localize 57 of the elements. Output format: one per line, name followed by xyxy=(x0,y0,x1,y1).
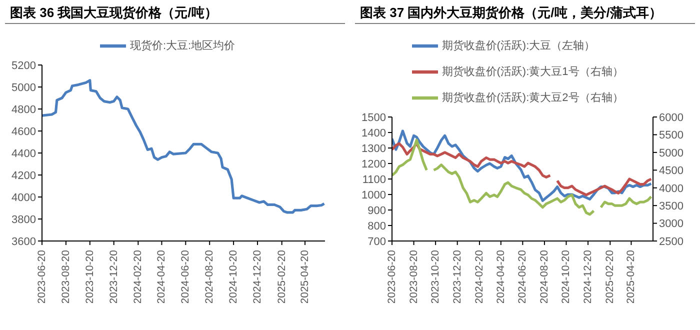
x-tick-label: 2023-10-20 xyxy=(84,250,96,304)
x-tick-label: 2023-08-20 xyxy=(60,250,72,304)
y2-tick-label: 5500 xyxy=(659,130,684,142)
x-tick-label: 2025-02-20 xyxy=(604,250,616,304)
x-tick-label: 2024-04-20 xyxy=(494,250,507,304)
y-tick-label: 1300 xyxy=(362,142,386,155)
y2-tick-label: 5000 xyxy=(659,147,684,160)
y-tick-label: 1400 xyxy=(362,127,386,140)
x-tick-label: 2024-08-20 xyxy=(204,250,216,304)
x-tick-label: 2024-02-20 xyxy=(132,250,144,304)
x-tick-label: 2023-06-20 xyxy=(36,250,48,304)
x-tick-label: 2024-08-20 xyxy=(538,250,550,304)
y-tick-label: 1200 xyxy=(362,158,386,170)
y-tick-label: 4000 xyxy=(12,192,36,204)
legend-label: 期货收盘价(活跃):黄大豆1号（右轴） xyxy=(442,66,624,78)
y2-tick-label: 3500 xyxy=(659,200,684,212)
y2-tick-label: 2500 xyxy=(659,236,684,248)
y-tick-label: 4600 xyxy=(12,126,36,138)
x-tick-label: 2024-10-20 xyxy=(560,250,572,304)
x-tick-label: 2024-12-20 xyxy=(251,250,264,304)
x-tick-label: 2023-06-20 xyxy=(386,250,398,304)
chart-title: 图表 37 国内外大豆期货价格（元/吨，美分/蒲式耳） xyxy=(360,4,662,22)
x-tick-label: 2024-10-20 xyxy=(228,250,240,304)
y2-tick-label: 6000 xyxy=(659,112,684,124)
y-tick-label: 3600 xyxy=(12,236,36,248)
y-tick-label: 800 xyxy=(368,220,386,232)
x-tick-label: 2025-02-20 xyxy=(276,250,288,304)
y-tick-label: 5000 xyxy=(12,82,36,94)
y2-tick-label: 4000 xyxy=(659,182,684,195)
y-tick-label: 4200 xyxy=(12,170,36,182)
x-tick-label: 2023-12-20 xyxy=(451,250,464,304)
x-tick-label: 2024-12-20 xyxy=(582,250,594,304)
y-tick-label: 1500 xyxy=(362,112,386,124)
legend-label: 期货收盘价(活跃):大豆（左轴） xyxy=(442,40,596,52)
x-tick-label: 2023-10-20 xyxy=(430,250,442,304)
y-tick-label: 1000 xyxy=(362,189,386,202)
y-tick-label: 700 xyxy=(368,236,386,248)
legend-label: 现货价:大豆:地区均价 xyxy=(130,40,236,52)
y2-tick-label: 4500 xyxy=(659,165,684,178)
y-tick-label: 5200 xyxy=(12,60,36,72)
x-tick-label: 2023-08-20 xyxy=(408,250,420,304)
x-tick-label: 2024-04-20 xyxy=(156,250,168,304)
x-tick-label: 2024-06-20 xyxy=(516,250,529,304)
chart-title: 图表 36 我国大豆现货价格（元/吨） xyxy=(10,4,218,22)
y-tick-label: 3800 xyxy=(12,214,36,226)
y2-tick-label: 3000 xyxy=(659,218,684,230)
x-tick-label: 2024-06-20 xyxy=(180,250,192,304)
x-tick-label: 2025-04-20 xyxy=(625,250,638,304)
x-tick-label: 2024-02-20 xyxy=(473,250,486,304)
legend-label: 期货收盘价(活跃):黄大豆2号（右轴） xyxy=(442,92,624,104)
x-tick-label: 2025-04-20 xyxy=(298,250,311,304)
y-tick-label: 900 xyxy=(368,204,386,217)
y-tick-label: 1100 xyxy=(362,174,386,186)
x-tick-label: 2023-12-20 xyxy=(108,250,120,304)
y-tick-label: 4400 xyxy=(12,148,36,160)
y-tick-label: 4800 xyxy=(12,104,36,116)
line-series xyxy=(42,79,325,214)
